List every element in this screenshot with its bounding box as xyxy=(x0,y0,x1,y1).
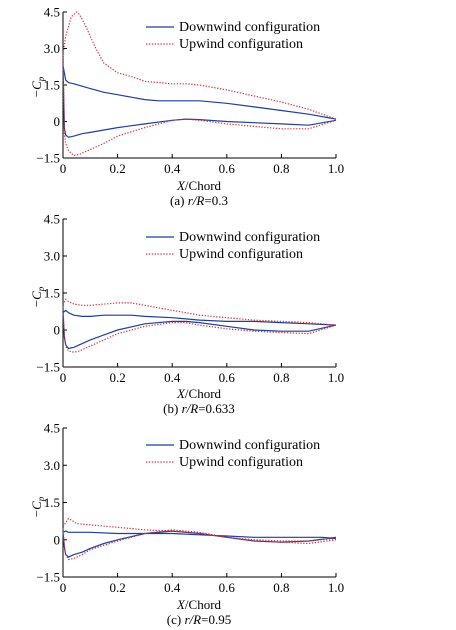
panel-a-legend-downwind-label: Downwind configuration xyxy=(179,20,320,35)
panel-b-xtick-label: 0.6 xyxy=(219,370,236,385)
panel-b-xtick-label: 0 xyxy=(60,370,67,385)
panel-c-plot: 4.53.01.50−1.50 0.2 0.4 0.6 0.8 1.0 xyxy=(36,421,344,596)
panel-c-xlabel: X/Chord xyxy=(176,597,222,612)
panel-c-xtick-label: 1.0 xyxy=(328,580,344,595)
panel-a-ytick-label: 0 xyxy=(54,114,61,129)
panel-b-legend-upwind-label: Upwind configuration xyxy=(179,247,303,262)
panel-a-xtick-label: 0.8 xyxy=(273,161,289,176)
panel-b-upwind-series xyxy=(62,298,337,353)
panel-c-ytick-label: 1.5 xyxy=(44,495,60,510)
panel-b-downwind-series xyxy=(62,309,337,350)
panel-c-downwind-series xyxy=(62,530,337,558)
panel-a-legend-upwind-label: Upwind configuration xyxy=(179,37,303,52)
panel-b-legend: Downwind configuration Upwind configurat… xyxy=(146,230,320,262)
panel-b-legend-downwind-label: Downwind configuration xyxy=(179,230,320,245)
panel-b-xtick-label: 1.0 xyxy=(328,370,344,385)
panel-c-xtick-label: 0.4 xyxy=(164,580,181,595)
panel-a-legend: Downwind configuration Upwind configurat… xyxy=(146,20,320,52)
panel-c-xtick-label: 0.8 xyxy=(273,580,289,595)
panel-b-xlabel: X/Chord xyxy=(176,386,222,401)
panel-a-xtick-label: 0.2 xyxy=(109,161,125,176)
panel-a-xtick-label: 1.0 xyxy=(328,161,344,176)
panel-a-caption: (a) r/R=0.3 xyxy=(170,193,228,208)
panel-c-ytick-label: 4.5 xyxy=(44,421,60,436)
panel-b-ytick-label: 0 xyxy=(54,323,61,338)
panel-b-caption: (b) r/R=0.633 xyxy=(163,401,235,416)
panel-b: 4.53.01.50−1.50 0.2 0.4 0.6 0.8 1.0 −Cp X/Cho… xyxy=(29,212,344,417)
panel-b-xtick-label: 0.2 xyxy=(109,370,125,385)
panel-a-ylabel: −Cp xyxy=(29,76,46,97)
panel-a-xtick-label: 0.6 xyxy=(219,161,236,176)
panel-c-xtick-label: 0.2 xyxy=(109,580,125,595)
panel-a-ytick-label: −1.5 xyxy=(36,151,60,166)
panel-a-upwind-series xyxy=(62,11,337,157)
panel-a-ytick-label: 1.5 xyxy=(44,78,60,93)
panel-b-ylabel: −Cp xyxy=(29,286,46,307)
panel-c-upwind-series xyxy=(62,517,337,561)
panel-a-ytick-label: 4.5 xyxy=(44,5,60,20)
panel-c-ytick-label: −1.5 xyxy=(36,570,60,585)
panel-b-ytick-label: 1.5 xyxy=(44,286,60,301)
panel-c-ytick-label: 0 xyxy=(54,532,61,547)
panel-c-xtick-label: 0.6 xyxy=(219,580,236,595)
panel-c-legend: Downwind configuration Upwind configurat… xyxy=(146,438,320,470)
panel-a-xtick-label: 0 xyxy=(60,161,67,176)
panel-c-legend-downwind-label: Downwind configuration xyxy=(179,438,320,453)
panel-a: 4.53.01.50−1.50 0.2 0.4 0.6 0.8 1.0 −Cp X/Cho… xyxy=(29,5,344,209)
panel-a-xtick-label: 0.4 xyxy=(164,161,181,176)
panel-b-ytick-label: 4.5 xyxy=(44,212,60,227)
panel-a-downwind-series xyxy=(62,64,337,138)
panel-c-caption: (c) r/R=0.95 xyxy=(167,612,231,627)
panel-b-ytick-label: 3.0 xyxy=(44,249,60,264)
panel-c-legend-upwind-label: Upwind configuration xyxy=(179,455,303,470)
panel-c: 4.53.01.50−1.50 0.2 0.4 0.6 0.8 1.0 −Cp X/Cho… xyxy=(29,421,344,628)
panel-a-ytick-label: 3.0 xyxy=(44,41,60,56)
panel-b-xtick-label: 0.4 xyxy=(164,370,181,385)
panel-c-xtick-label: 0 xyxy=(60,580,67,595)
panel-a-xlabel: X/Chord xyxy=(176,178,222,193)
panel-b-xtick-label: 0.8 xyxy=(273,370,289,385)
panel-b-ytick-label: −1.5 xyxy=(36,360,60,375)
panel-c-ytick-label: 3.0 xyxy=(44,458,60,473)
panel-a-plot: 4.53.01.50−1.50 0.2 0.4 0.6 0.8 1.0 xyxy=(36,5,344,177)
panel-c-ylabel: −Cp xyxy=(29,496,46,517)
panel-b-plot: 4.53.01.50−1.50 0.2 0.4 0.6 0.8 1.0 xyxy=(36,212,344,386)
